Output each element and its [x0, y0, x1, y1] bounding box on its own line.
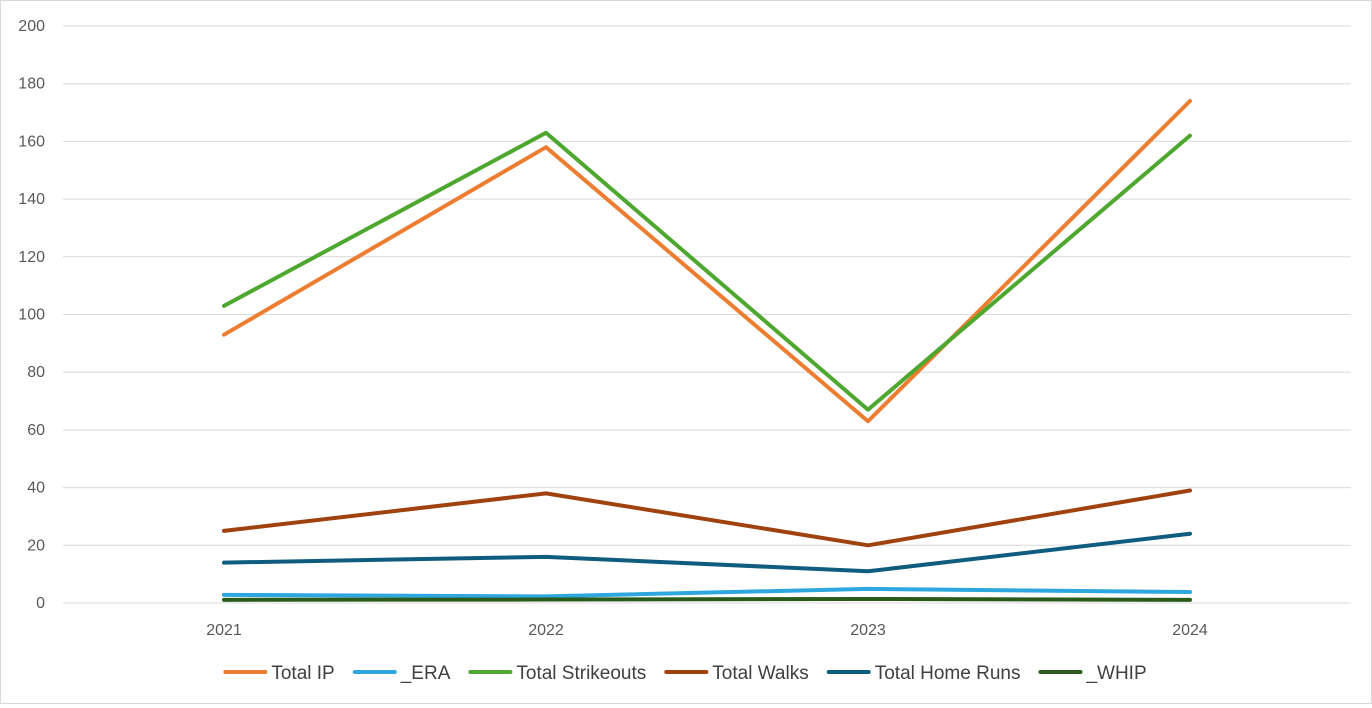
legend-item: Total Walks [664, 663, 809, 684]
y-tick-label: 100 [18, 307, 45, 324]
y-tick-label: 180 [18, 76, 45, 93]
series-lines [222, 99, 1192, 602]
legend-label: _WHIP [1085, 663, 1146, 684]
x-tick-label: 2022 [528, 622, 564, 639]
x-tick-label: 2023 [850, 622, 886, 639]
y-tick-label: 140 [18, 191, 45, 208]
legend-item: Total Home Runs [826, 663, 1021, 684]
y-tick-label: 200 [18, 18, 45, 35]
series-line-total-ip [222, 99, 1192, 424]
y-axis-ticks: 0 20 40 60 80 100 120 140 160 180 200 [18, 18, 45, 612]
legend-label: Total Walks [712, 663, 808, 684]
series-line-era [222, 586, 1192, 599]
legend-item: Total IP [223, 663, 335, 684]
series-line-whip [222, 596, 1192, 602]
y-tick-label: 80 [27, 364, 45, 381]
y-tick-label: 120 [18, 249, 45, 266]
y-tick-label: 60 [27, 422, 45, 439]
y-tick-label: 40 [27, 480, 45, 497]
x-axis-ticks: 2021 2022 2023 2024 [206, 622, 1208, 639]
legend-label: Total Home Runs [875, 663, 1021, 684]
series-line-total-strikeouts [222, 130, 1192, 412]
gridlines [63, 25, 1351, 604]
series-line-total-walks [222, 488, 1192, 548]
y-tick-label: 20 [27, 537, 45, 554]
x-tick-label: 2021 [206, 622, 242, 639]
y-tick-label: 160 [18, 133, 45, 150]
legend-label: Total Strikeouts [516, 663, 646, 684]
legend-item: Total Strikeouts [468, 663, 646, 684]
legend-label: _ERA [400, 663, 451, 684]
legend-item: _ERA [352, 663, 451, 684]
legend-label: Total IP [271, 663, 334, 684]
legend-item: _WHIP [1038, 663, 1147, 684]
y-tick-label: 0 [36, 595, 45, 612]
legend: Total IP _ERA Total Strikeouts Total Walks T… [223, 663, 1147, 684]
series-line-total-home-runs [222, 531, 1192, 574]
x-tick-label: 2024 [1172, 622, 1208, 639]
